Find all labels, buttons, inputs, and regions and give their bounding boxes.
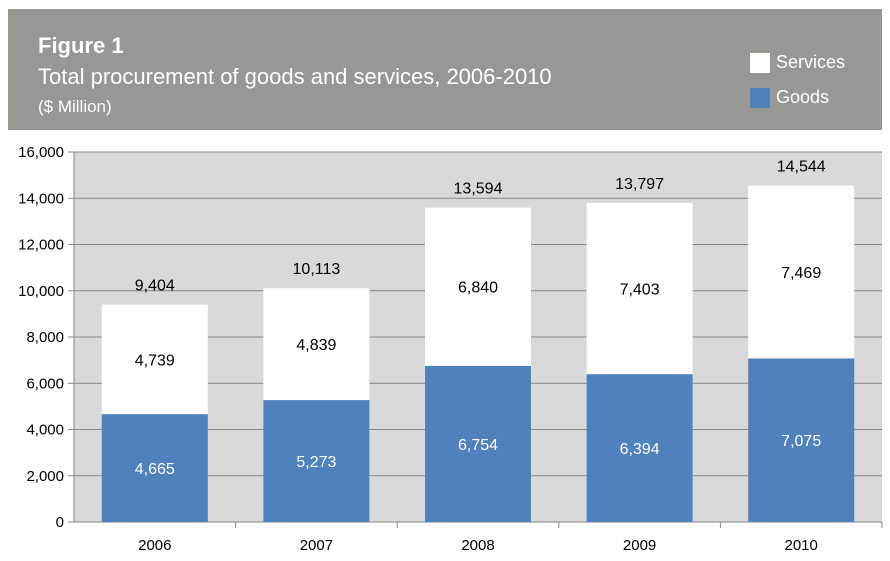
y-tick-label: 6,000 <box>26 375 64 392</box>
bar-services <box>586 202 693 375</box>
data-label-goods: 7,075 <box>781 433 821 450</box>
data-label-total: 10,113 <box>293 261 341 278</box>
chart-subtitle: ($ Million) <box>38 97 112 116</box>
x-tick-label: 2007 <box>300 537 333 554</box>
bar-services <box>263 288 370 401</box>
data-label-goods: 6,394 <box>620 441 660 458</box>
legend-label-goods: Goods <box>776 87 830 107</box>
x-tick-label: 2009 <box>623 537 656 554</box>
data-label-services: 7,469 <box>781 265 821 282</box>
data-label-total: 14,544 <box>777 159 826 176</box>
legend-label-services: Services <box>776 52 846 72</box>
figure-label: Figure 1 <box>38 33 124 58</box>
y-tick-label: 0 <box>56 514 64 531</box>
bar-services <box>101 304 208 415</box>
bar-services <box>748 185 855 359</box>
legend-swatch-services <box>750 53 770 73</box>
data-label-total: 13,594 <box>454 181 503 198</box>
data-label-goods: 6,754 <box>458 437 498 454</box>
x-tick-label: 2010 <box>785 537 818 554</box>
data-label-services: 4,839 <box>296 337 336 354</box>
legend-swatch-goods <box>750 88 770 108</box>
data-label-services: 4,739 <box>135 352 175 369</box>
bar-goods <box>101 414 208 522</box>
y-tick-label: 14,000 <box>18 190 64 207</box>
bar-goods <box>425 365 531 522</box>
data-label-goods: 5,273 <box>296 454 336 471</box>
bar-goods <box>748 358 855 522</box>
data-label-total: 9,404 <box>135 278 175 295</box>
y-tick-label: 16,000 <box>18 144 64 161</box>
data-label-total: 13,797 <box>615 176 664 193</box>
bar-goods <box>263 400 370 522</box>
y-tick-label: 2,000 <box>26 468 64 485</box>
chart-header: Figure 1 Total procurement of goods and … <box>8 9 882 130</box>
data-label-services: 7,403 <box>620 282 660 299</box>
x-tick-label: 2006 <box>138 537 171 554</box>
y-tick-label: 4,000 <box>26 422 64 439</box>
bar-goods <box>586 374 693 522</box>
y-tick-label: 8,000 <box>26 329 64 346</box>
data-label-goods: 4,665 <box>135 461 175 478</box>
data-label-services: 6,840 <box>458 280 498 297</box>
y-tick-label: 12,000 <box>18 237 64 254</box>
bar-services <box>425 207 531 366</box>
y-tick-label: 10,000 <box>18 283 64 300</box>
chart-title: Total procurement of goods and services,… <box>38 64 552 89</box>
x-tick-label: 2008 <box>461 537 494 554</box>
